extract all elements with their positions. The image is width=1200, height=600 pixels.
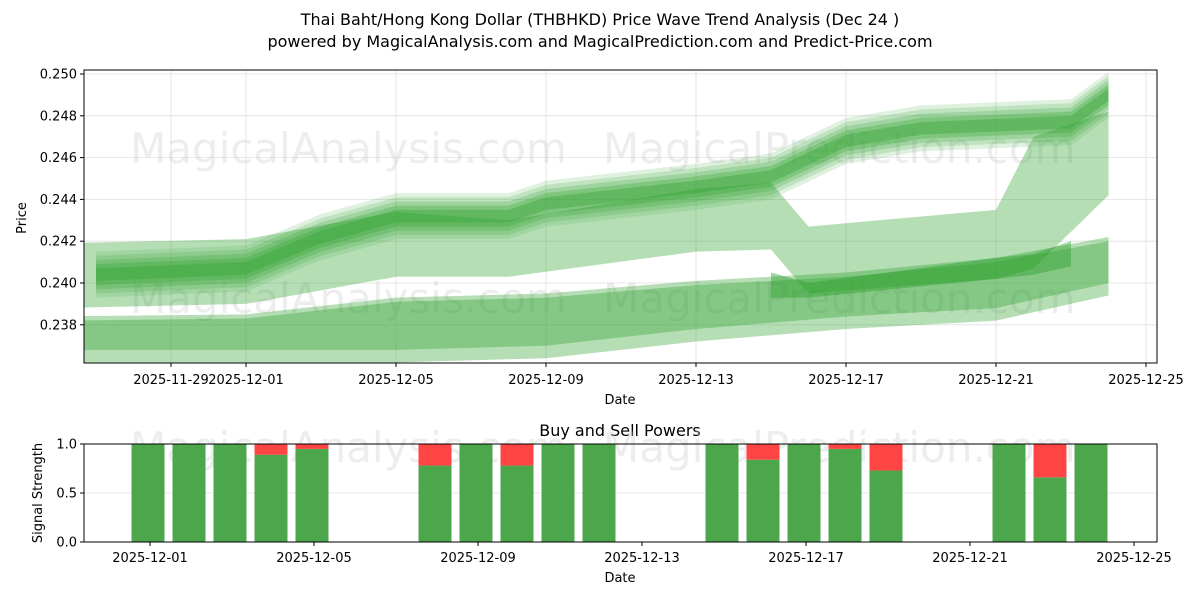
price-y-label: Price — [15, 202, 30, 234]
buy-bar — [869, 470, 903, 542]
buy-bar — [131, 444, 165, 542]
x-tick-label: 2025-12-25 — [1108, 373, 1184, 388]
x-tick-label: 2025-12-05 — [358, 373, 434, 388]
y-tick-label: 0.242 — [40, 235, 77, 250]
buy-bar — [172, 444, 206, 542]
buy-bar — [541, 444, 575, 542]
wave-band — [84, 237, 1109, 363]
buy-bar — [1033, 477, 1067, 542]
sell-bar — [418, 444, 452, 466]
y-tick-label: 0.250 — [40, 68, 77, 83]
buy-bar — [828, 448, 862, 542]
y-tick-label: 0.238 — [40, 318, 77, 333]
buy-bar — [295, 448, 329, 542]
sell-bar — [1033, 444, 1067, 478]
sell-bar — [828, 444, 862, 449]
buy-bar — [746, 459, 780, 542]
x-tick-label: 2025-12-21 — [958, 373, 1034, 388]
x-tick-label: 2025-12-21 — [932, 551, 1008, 566]
x-tick-label: 2025-12-13 — [658, 373, 734, 388]
wave-band — [96, 76, 1109, 294]
price-x-label: Date — [604, 393, 635, 408]
x-tick-label: 2025-12-17 — [808, 373, 884, 388]
x-tick-label: 2025-12-17 — [768, 551, 844, 566]
signal-y-label: Signal Strength — [31, 443, 46, 543]
buy-bar — [787, 444, 821, 542]
chart-subtitle: powered by MagicalAnalysis.com and Magic… — [267, 32, 933, 51]
wave-band — [771, 241, 1071, 298]
x-tick-label: 2025-12-09 — [508, 373, 584, 388]
x-tick-label: 2025-12-09 — [440, 551, 516, 566]
y-tick-label: 0.246 — [40, 151, 77, 166]
buy-bar — [213, 444, 247, 542]
sell-bar — [869, 444, 903, 471]
watermark: MagicalAnalysis.com — [130, 124, 567, 173]
watermark: MagicalAnalysis.com — [130, 274, 567, 323]
price-y-ticks: 0.238 0.240 0.242 0.244 0.246 0.248 0.250 — [40, 68, 84, 333]
price-axes-frame — [83, 69, 1158, 364]
wave-band — [96, 84, 1109, 286]
y-tick-label: 0.240 — [40, 277, 77, 292]
sell-bar — [295, 444, 329, 449]
sell-bar — [254, 444, 288, 455]
signal-y-ticks: 0.0 0.5 1.0 — [56, 438, 84, 551]
buy-bar — [254, 454, 288, 542]
watermark: MagicalPrediction.com — [603, 124, 1076, 173]
sell-bar — [746, 444, 780, 460]
signal-x-label: Date — [604, 571, 635, 586]
wave-band — [84, 241, 1109, 350]
buy-bar — [992, 444, 1026, 542]
buy-bar — [705, 444, 739, 542]
wave-band — [96, 88, 1109, 281]
wave-band — [84, 111, 1109, 308]
x-tick-label: 2025-12-01 — [208, 373, 284, 388]
y-tick-label: 0.248 — [40, 109, 77, 124]
price-x-ticks: 2025-11-29 2025-12-01 2025-12-05 2025-12-09… — [133, 363, 1184, 388]
buy-bar — [459, 444, 493, 542]
signal-chart-title: Buy and Sell Powers — [539, 421, 701, 440]
price-chart: MagicalAnalysis.com MagicalPrediction.co… — [15, 68, 1184, 409]
y-tick-label: 1.0 — [56, 438, 77, 453]
x-tick-label: 2025-12-01 — [112, 551, 188, 566]
watermark-layer: MagicalAnalysis.com MagicalPrediction.co… — [130, 124, 1076, 323]
y-tick-label: 0.244 — [40, 193, 77, 208]
x-tick-label: 2025-12-13 — [604, 551, 680, 566]
x-tick-label: 2025-12-05 — [276, 551, 352, 566]
signal-x-ticks: 2025-12-01 2025-12-05 2025-12-09 2025-12-13… — [112, 542, 1172, 566]
watermark: MagicalPrediction.com — [603, 274, 1076, 323]
buy-bar — [418, 465, 452, 542]
wave-band — [96, 80, 1109, 290]
x-tick-label: 2025-11-29 — [133, 373, 209, 388]
x-tick-label: 2025-12-25 — [1096, 551, 1172, 566]
wave-bands — [84, 71, 1109, 363]
buy-bar — [582, 444, 616, 542]
signal-chart: Buy and Sell Powers MagicalAnalysis.com … — [31, 421, 1172, 586]
y-tick-label: 0.5 — [56, 487, 77, 502]
y-tick-label: 0.0 — [56, 536, 77, 551]
chart-title: Thai Baht/Hong Kong Dollar (THBHKD) Pric… — [300, 10, 900, 29]
wave-band — [96, 71, 1109, 298]
signal-bars — [131, 444, 1108, 542]
buy-bar — [1074, 444, 1108, 542]
buy-bar — [500, 465, 534, 542]
sell-bar — [500, 444, 534, 466]
price-grid — [84, 70, 1157, 363]
